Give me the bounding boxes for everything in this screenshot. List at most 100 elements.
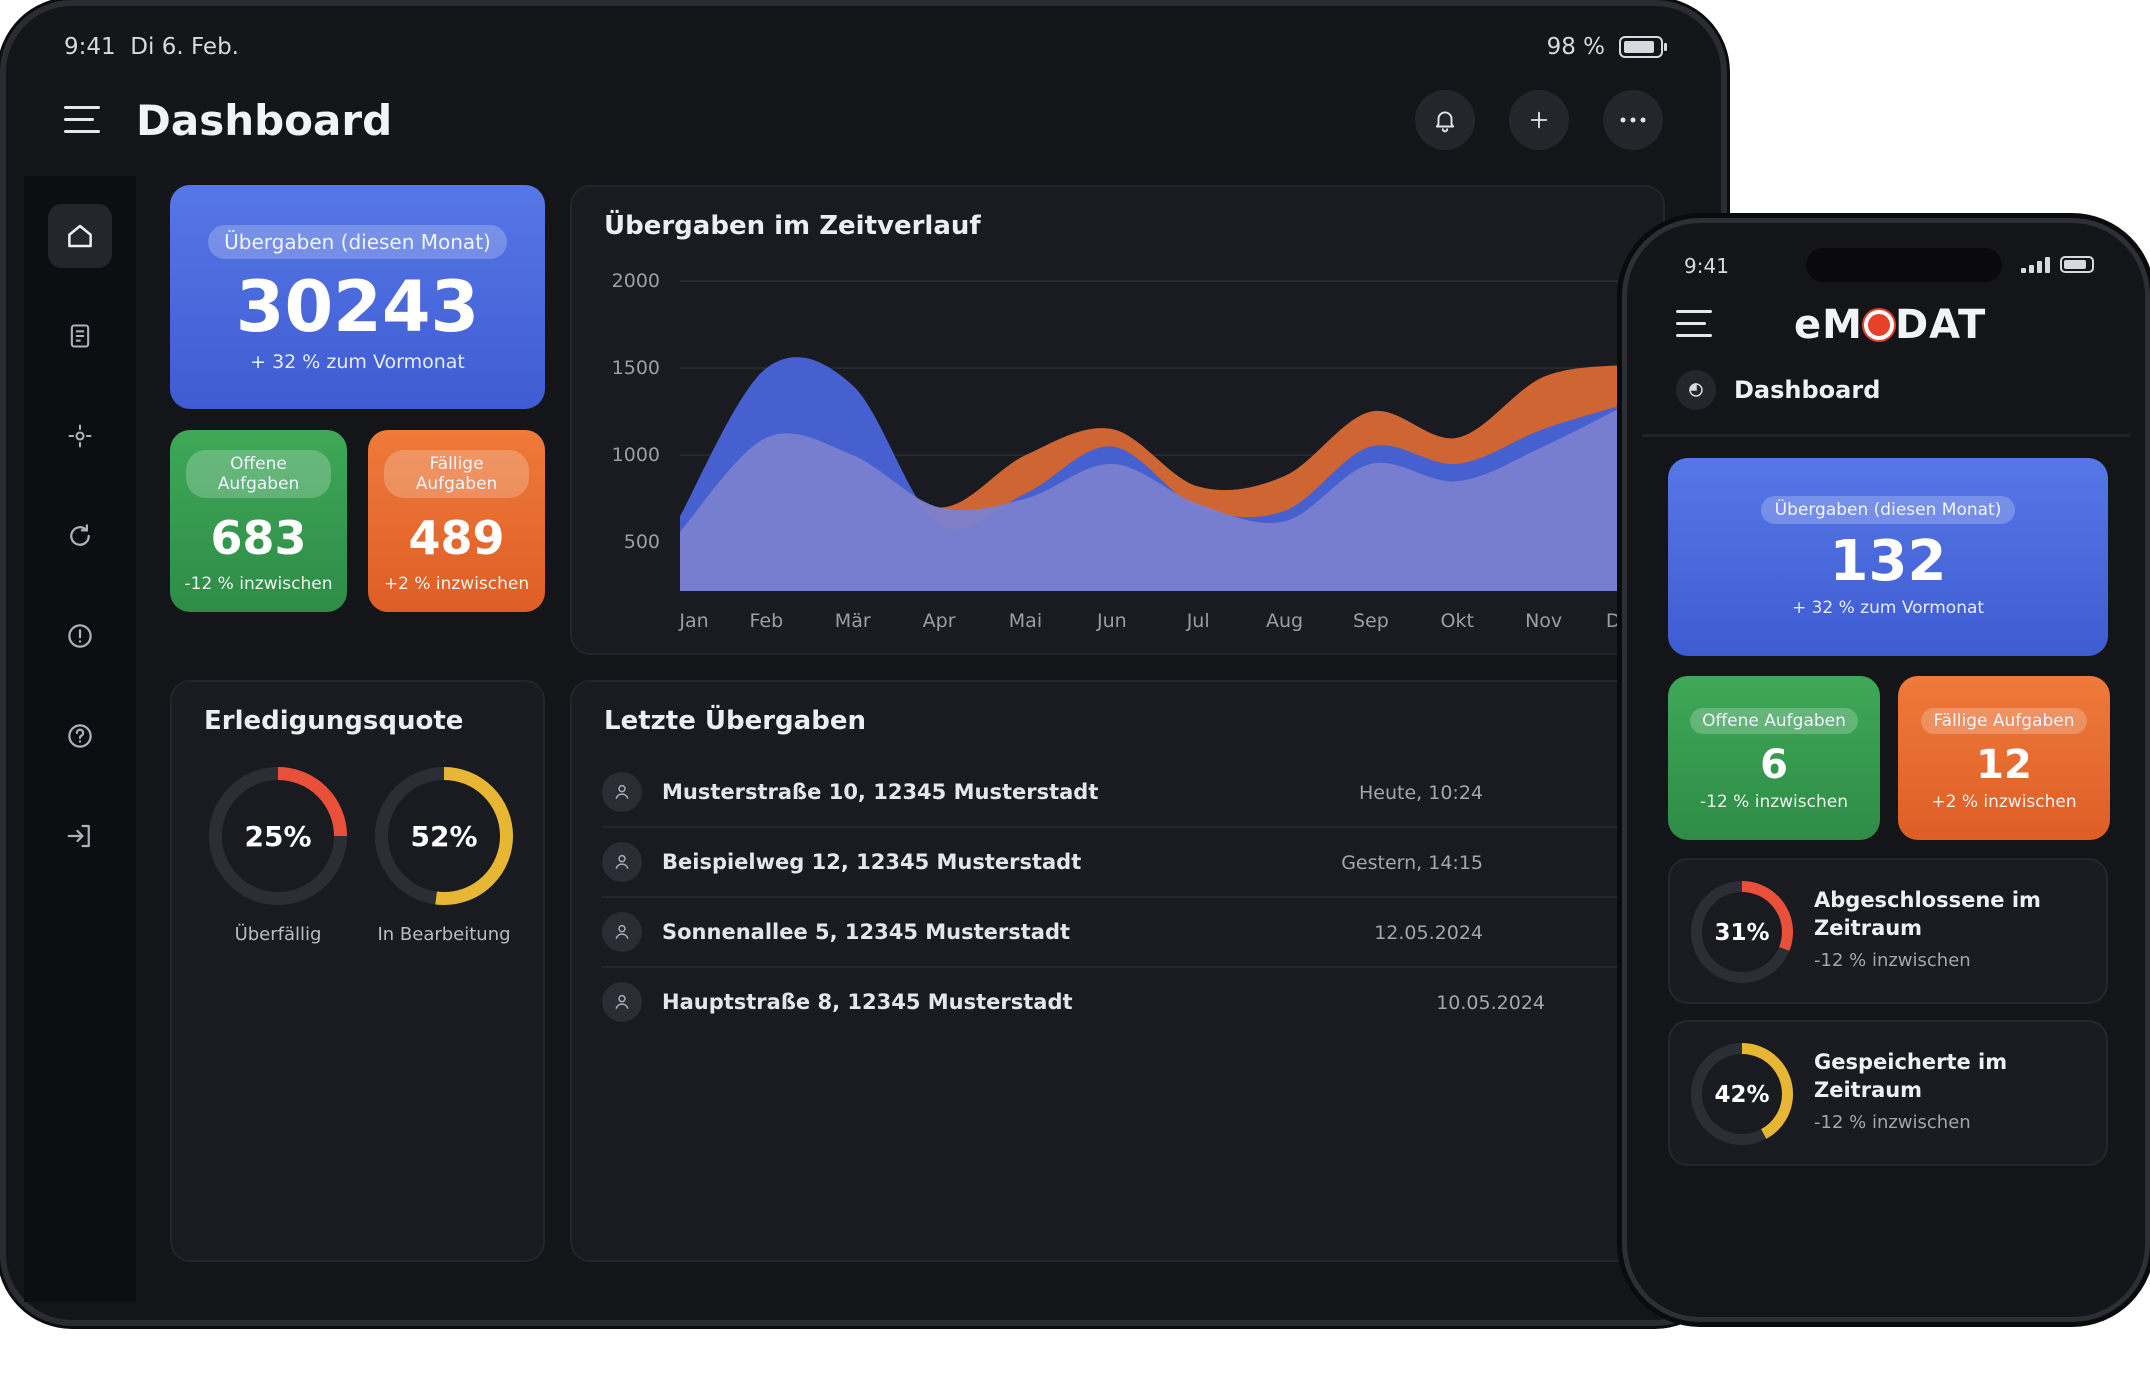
donut-value: 52% [410, 820, 477, 853]
row-time: Gestern, 14:15 [1341, 852, 1483, 874]
y-tick-label: 500 [624, 531, 660, 553]
menu-icon[interactable] [64, 106, 100, 134]
kpi-delta: +2 % inzwischen [383, 574, 530, 594]
stat-sub: -12 % inzwischen [1814, 1112, 1971, 1133]
kpi-label: Fällige Aufgaben [1921, 708, 2087, 734]
more-icon [1620, 117, 1646, 123]
row-time: Heute, 10:24 [1359, 782, 1483, 804]
kpi-value: 30243 [235, 266, 480, 348]
sidebar-item-documents[interactable] [48, 304, 112, 368]
sidebar-item-alerts[interactable] [48, 604, 112, 668]
x-tick-label: Aug [1266, 610, 1303, 632]
stat-sub: -12 % inzwischen [1814, 950, 1971, 971]
avatar [602, 772, 642, 812]
kpi-card-handovers[interactable]: Übergaben (diesen Monat) 30243 + 32 % zu… [170, 185, 545, 409]
stat-title: Abgeschlossene im Zeitraum [1814, 888, 2041, 940]
donut-overdue: 25% Überfällig [208, 766, 348, 945]
x-tick-label: Jan [678, 610, 708, 632]
table-row[interactable]: Musterstraße 10, 12345 Musterstadt Heute,… [602, 758, 1727, 828]
x-tick-label: Apr [923, 610, 956, 632]
phone-status-right [2021, 256, 2094, 273]
status-datetime: 9:41 Di 6. Feb. [64, 34, 239, 60]
table-row[interactable]: Hauptstraße 8, 12345 Musterstadt 10.05.20… [602, 968, 1727, 1038]
donut-label: In Bearbeitung [377, 924, 511, 945]
x-tick-label: Mai [1009, 610, 1042, 632]
recent-handovers-title: Letzte Übergaben [604, 706, 866, 736]
donut-chart: 42% [1691, 1043, 1793, 1145]
dashboard-icon [1676, 370, 1716, 410]
avatar [602, 982, 642, 1022]
completion-rate-title: Erledigungsquote [204, 706, 464, 736]
kpi-label: Offene Aufgaben [186, 450, 331, 498]
kpi-value: 683 [210, 511, 307, 565]
x-tick-label: Jun [1096, 610, 1127, 632]
row-time: 12.05.2024 [1374, 922, 1483, 944]
x-tick-label: Feb [750, 610, 784, 632]
kpi-card-open-tasks[interactable]: Offene Aufgaben 683 -12 % inzwischen [170, 430, 347, 612]
kpi-card-handovers[interactable]: Übergaben (diesen Monat) 132 + 32 % zum … [1668, 458, 2108, 656]
kpi-delta: +2 % inzwischen [1931, 792, 2077, 812]
sidebar-item-refresh[interactable] [48, 504, 112, 568]
help-icon [68, 724, 92, 748]
chart-panel: Übergaben im Zeitverlauf 2000 1500 1000 500… [570, 185, 1665, 655]
table-row[interactable]: Beispielweg 12, 12345 Musterstadt Gestern… [602, 828, 1727, 898]
sidebar-item-help[interactable] [48, 704, 112, 768]
area-series-3 [680, 402, 1630, 591]
battery-percent: 98 % [1546, 34, 1605, 60]
donut-label: Überfällig [234, 924, 322, 945]
y-tick-label: 1500 [612, 357, 660, 379]
phone-notch [1806, 248, 2002, 282]
sidebar [24, 176, 136, 1302]
home-icon [68, 224, 92, 248]
user-icon [615, 854, 629, 869]
stat-title: Gespeicherte im Zeitraum [1814, 1050, 2008, 1102]
sidebar-item-home[interactable] [48, 204, 112, 268]
x-tick-label: Mär [835, 610, 871, 632]
phone-status-time: 9:41 [1684, 254, 1729, 278]
notifications-button[interactable] [1415, 90, 1475, 150]
stat-card-completed[interactable]: 31% Abgeschlossene im Zeitraum -12 % inz… [1668, 858, 2108, 1004]
page-title: Dashboard [136, 96, 393, 145]
menu-icon[interactable] [1676, 310, 1712, 338]
kpi-value: 6 [1760, 742, 1788, 788]
sidebar-item-logout[interactable] [48, 804, 112, 868]
divider [1642, 434, 2130, 437]
table-row[interactable]: Sonnenallee 5, 12345 Musterstadt 12.05.20… [602, 898, 1727, 973]
tablet-status-bar: 9:41 Di 6. Feb. 98 % [64, 34, 1667, 66]
sidebar-item-location[interactable] [48, 404, 112, 468]
donut-value: 25% [244, 820, 311, 853]
kpi-delta: -12 % inzwischen [184, 574, 333, 594]
kpi-label: Offene Aufgaben [1690, 708, 1858, 734]
kpi-label: Übergaben (diesen Monat) [1760, 496, 2016, 524]
stat-card-saved[interactable]: 42% Gespeicherte im Zeitraum -12 % inzwi… [1668, 1020, 2108, 1166]
donut-chart: 52% [375, 767, 513, 905]
phone-nav-dashboard[interactable]: Dashboard [1676, 370, 1880, 410]
kpi-card-due-tasks[interactable]: Fällige Aufgaben 12 +2 % inzwischen [1898, 676, 2110, 840]
logo-text-left: eM [1794, 302, 1863, 348]
chart-title: Übergaben im Zeitverlauf [604, 211, 981, 241]
area-chart: 2000 1500 1000 500 Jan Feb Mär Apr Mai Jun Jul Aug S… [612, 270, 1643, 632]
x-tick-label: Jul [1186, 610, 1210, 632]
x-tick-label: Okt [1441, 610, 1474, 632]
row-address: Hauptstraße 8, 12345 Musterstadt [662, 990, 1073, 1014]
kpi-delta: + 32 % zum Vormonat [250, 351, 465, 373]
header-actions [1415, 90, 1663, 150]
alert-icon [68, 624, 92, 648]
x-tick-label: Nov [1525, 610, 1562, 632]
kpi-delta: + 32 % zum Vormonat [1791, 598, 1985, 618]
user-icon [615, 994, 629, 1009]
avatar [602, 842, 642, 882]
more-button[interactable] [1603, 90, 1663, 150]
add-button[interactable] [1509, 90, 1569, 150]
refresh-icon [70, 524, 90, 546]
kpi-card-open-tasks[interactable]: Offene Aufgaben 6 -12 % inzwischen [1668, 676, 1880, 840]
donut-in-progress: 52% In Bearbeitung [374, 766, 514, 945]
kpi-card-due-tasks[interactable]: Fällige Aufgaben 489 +2 % inzwischen [368, 430, 545, 612]
kpi-delta: -12 % inzwischen [1700, 792, 1848, 812]
donut-chart: 31% [1691, 881, 1793, 983]
status-right: 98 % [1546, 34, 1667, 60]
row-address: Musterstraße 10, 12345 Musterstadt [662, 780, 1099, 804]
status-date: Di 6. Feb. [130, 34, 239, 60]
battery-icon [1619, 36, 1667, 58]
avatar [602, 912, 642, 952]
